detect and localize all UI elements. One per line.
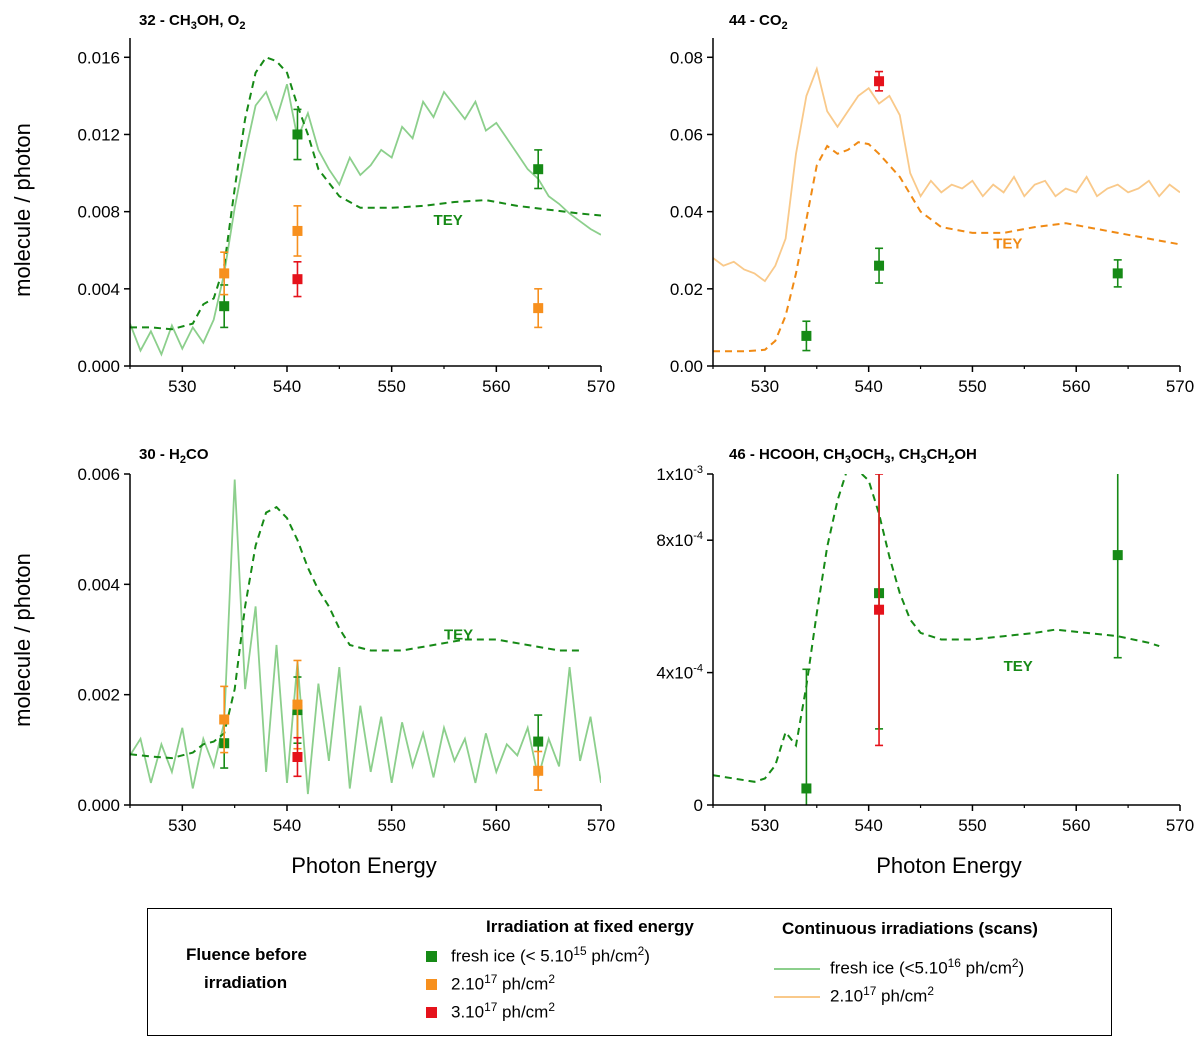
y-tick-label: 8x10-4 xyxy=(656,530,703,550)
panel-title: 46 - HCOOH, CH3OCH3, CH3CH2OH xyxy=(729,446,977,466)
y-tick-label: 0.008 xyxy=(77,203,120,222)
data-point xyxy=(874,247,885,284)
x-tick-label: 530 xyxy=(168,377,196,396)
x-tick-label: 570 xyxy=(1166,816,1194,835)
panel-title: 32 - CH3OH, O2 xyxy=(139,12,245,32)
panel-44-co2: 44 - CO2 TEY 530 540 550 560 570 0.00 0.02 0.04 0.… xyxy=(670,12,1194,396)
panel-30-formaldehyde: 30 - H2CO TEY 530 540 550 560 570 0.000 0.002 0.0… xyxy=(77,446,615,835)
x-tick-label: 570 xyxy=(587,377,615,396)
y-tick-label: 0.000 xyxy=(77,357,120,376)
legend-item-3e17-fixed: 3.1017 ph/cm2 xyxy=(451,1000,555,1022)
data-point xyxy=(292,736,303,778)
x-axis-label-left: Photon Energy xyxy=(291,853,437,878)
y-tick-label: 0.004 xyxy=(77,280,120,299)
x-tick-label: 550 xyxy=(958,816,986,835)
legend-scan-header: Continuous irradiations (scans) xyxy=(782,919,1038,938)
x-tick-label: 540 xyxy=(854,816,882,835)
data-point xyxy=(874,474,885,747)
legend-swatch-2e17-fixed xyxy=(426,979,437,990)
tey-series-line xyxy=(130,505,581,760)
panel-title: 30 - H2CO xyxy=(139,446,209,466)
y-tick-label: 0.002 xyxy=(77,686,120,705)
data-point xyxy=(1112,474,1123,659)
tey-label: TEY xyxy=(444,627,473,644)
x-tick-label: 540 xyxy=(854,377,882,396)
x-tick-label: 530 xyxy=(168,816,196,835)
panel-32-methanol-oxygen: 32 - CH3OH, O2 TEY 530 540 550 560 570 0.000 0.0… xyxy=(77,12,615,396)
legend-item-fresh-fixed: fresh ice (< 5.1015 ph/cm2) xyxy=(451,944,650,966)
data-point xyxy=(219,251,230,296)
scan-series-line xyxy=(130,84,601,357)
y-tick-label: 0.016 xyxy=(77,48,120,67)
x-tick-label: 540 xyxy=(273,377,301,396)
scan-series-line xyxy=(130,479,601,795)
legend-swatch-fresh-fixed xyxy=(426,951,437,962)
legend-fluence-label-2: irradiation xyxy=(204,973,288,992)
y-axis-label-bottom: molecule / photon xyxy=(10,553,35,727)
legend-item-fresh-scan: fresh ice (<5.1016 ph/cm2) xyxy=(830,956,1025,978)
y-tick-label: 0.004 xyxy=(77,575,120,594)
legend-line-fresh-scan xyxy=(774,968,820,970)
x-tick-label: 540 xyxy=(273,816,301,835)
x-tick-label: 530 xyxy=(751,377,779,396)
tey-series-line xyxy=(713,141,1180,353)
data-point xyxy=(292,659,303,750)
plot-area xyxy=(713,65,1180,353)
plot-area xyxy=(130,479,601,795)
legend-line-2e17-scan xyxy=(774,996,820,998)
tey-series-line xyxy=(130,56,601,331)
y-tick-label: 0.006 xyxy=(77,465,120,484)
data-point xyxy=(533,149,544,190)
plot-area xyxy=(713,474,1160,805)
x-tick-label: 560 xyxy=(482,816,510,835)
x-tick-label: 560 xyxy=(1062,377,1090,396)
x-axis-label-right: Photon Energy xyxy=(876,853,1022,878)
y-tick-label: 4x10-4 xyxy=(656,663,703,683)
x-tick-label: 570 xyxy=(587,816,615,835)
data-point xyxy=(801,320,812,352)
y-axis-label-top: molecule / photon xyxy=(10,123,35,297)
data-point xyxy=(292,205,303,257)
plot-area xyxy=(130,56,601,357)
data-point xyxy=(533,288,544,329)
y-tick-label: 0.000 xyxy=(77,796,120,815)
y-tick-label: 0.08 xyxy=(670,48,703,67)
panel-title: 44 - CO2 xyxy=(729,12,788,32)
legend-fluence-label-1: Fluence before xyxy=(186,945,307,964)
x-tick-label: 550 xyxy=(958,377,986,396)
tey-series-line xyxy=(713,474,1160,783)
y-tick-label: 0 xyxy=(694,796,703,815)
x-tick-label: 560 xyxy=(1062,816,1090,835)
data-point xyxy=(292,108,303,161)
legend-fixed-header: Irradiation at fixed energy xyxy=(486,917,694,936)
tey-label: TEY xyxy=(434,212,463,229)
data-point xyxy=(292,261,303,298)
y-tick-label: 0.00 xyxy=(670,357,703,376)
tey-label: TEY xyxy=(993,235,1022,252)
legend-item-2e17-fixed: 2.1017 ph/cm2 xyxy=(451,972,555,994)
data-point xyxy=(874,70,885,92)
y-tick-label: 0.012 xyxy=(77,125,120,144)
y-tick-label: 0.06 xyxy=(670,125,703,144)
data-point xyxy=(801,668,812,805)
data-point xyxy=(533,750,544,791)
x-tick-label: 570 xyxy=(1166,377,1194,396)
legend-item-2e17-scan: 2.1017 ph/cm2 xyxy=(830,984,934,1006)
data-point xyxy=(219,685,230,754)
x-tick-label: 560 xyxy=(482,377,510,396)
y-tick-label: 0.02 xyxy=(670,280,703,299)
scan-series-line xyxy=(713,65,1180,283)
legend: Fluence before irradiation Irradiation a… xyxy=(147,908,1112,1036)
data-point xyxy=(1112,259,1123,288)
x-tick-label: 550 xyxy=(377,816,405,835)
x-tick-label: 530 xyxy=(751,816,779,835)
x-tick-label: 550 xyxy=(377,377,405,396)
y-tick-label: 0.04 xyxy=(670,203,703,222)
y-tick-label: 1x10-3 xyxy=(656,464,703,484)
legend-swatch-3e17-fixed xyxy=(426,1007,437,1018)
tey-label: TEY xyxy=(1004,658,1033,675)
panel-46-formic-acid: 46 - HCOOH, CH3OCH3, CH3CH2OH TEY 530 540 55… xyxy=(656,446,1194,835)
